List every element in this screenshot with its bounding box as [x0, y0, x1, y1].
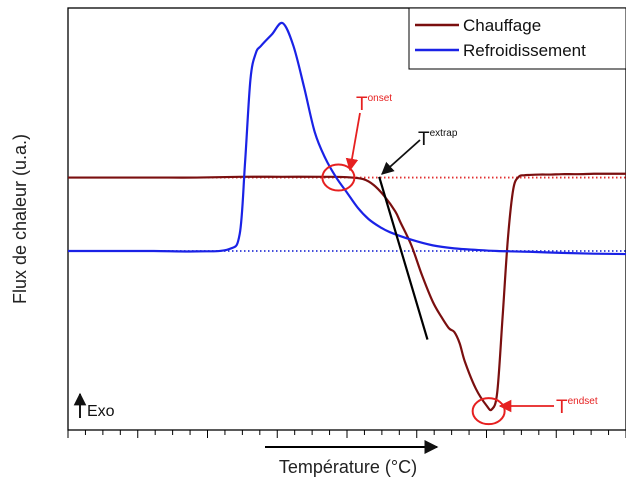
y-axis-label: Flux de chaleur (u.a.): [10, 134, 30, 304]
legend-box: [408, 7, 626, 70]
circle-endset: [471, 397, 506, 426]
tangent-group: [378, 176, 429, 340]
annotations: Tonset Textrap Tendset: [321, 93, 598, 426]
x-axis-label: Température (°C): [279, 457, 417, 477]
series-line-refroidissement: [68, 21, 626, 256]
legend-label-refroidissement: Refroidissement: [463, 41, 586, 60]
series-group: [68, 21, 626, 412]
legend: Chauffage Refroidissement: [408, 7, 626, 70]
arrow-extrap: [381, 139, 421, 175]
x-axis-ticks: [67, 430, 626, 438]
circle-onset: [321, 163, 356, 192]
annotation-onset: Tonset: [356, 93, 392, 115]
series-line-chauffage: [68, 172, 626, 412]
legend-label-chauffage: Chauffage: [463, 16, 541, 35]
annotation-endset: Tendset: [556, 396, 598, 418]
arrow-onset: [345, 112, 361, 172]
exo-label: Exo: [87, 403, 115, 420]
tangent-line: [378, 176, 429, 340]
plot-frame: [67, 7, 626, 431]
annotation-extrap: Textrap: [418, 128, 458, 150]
